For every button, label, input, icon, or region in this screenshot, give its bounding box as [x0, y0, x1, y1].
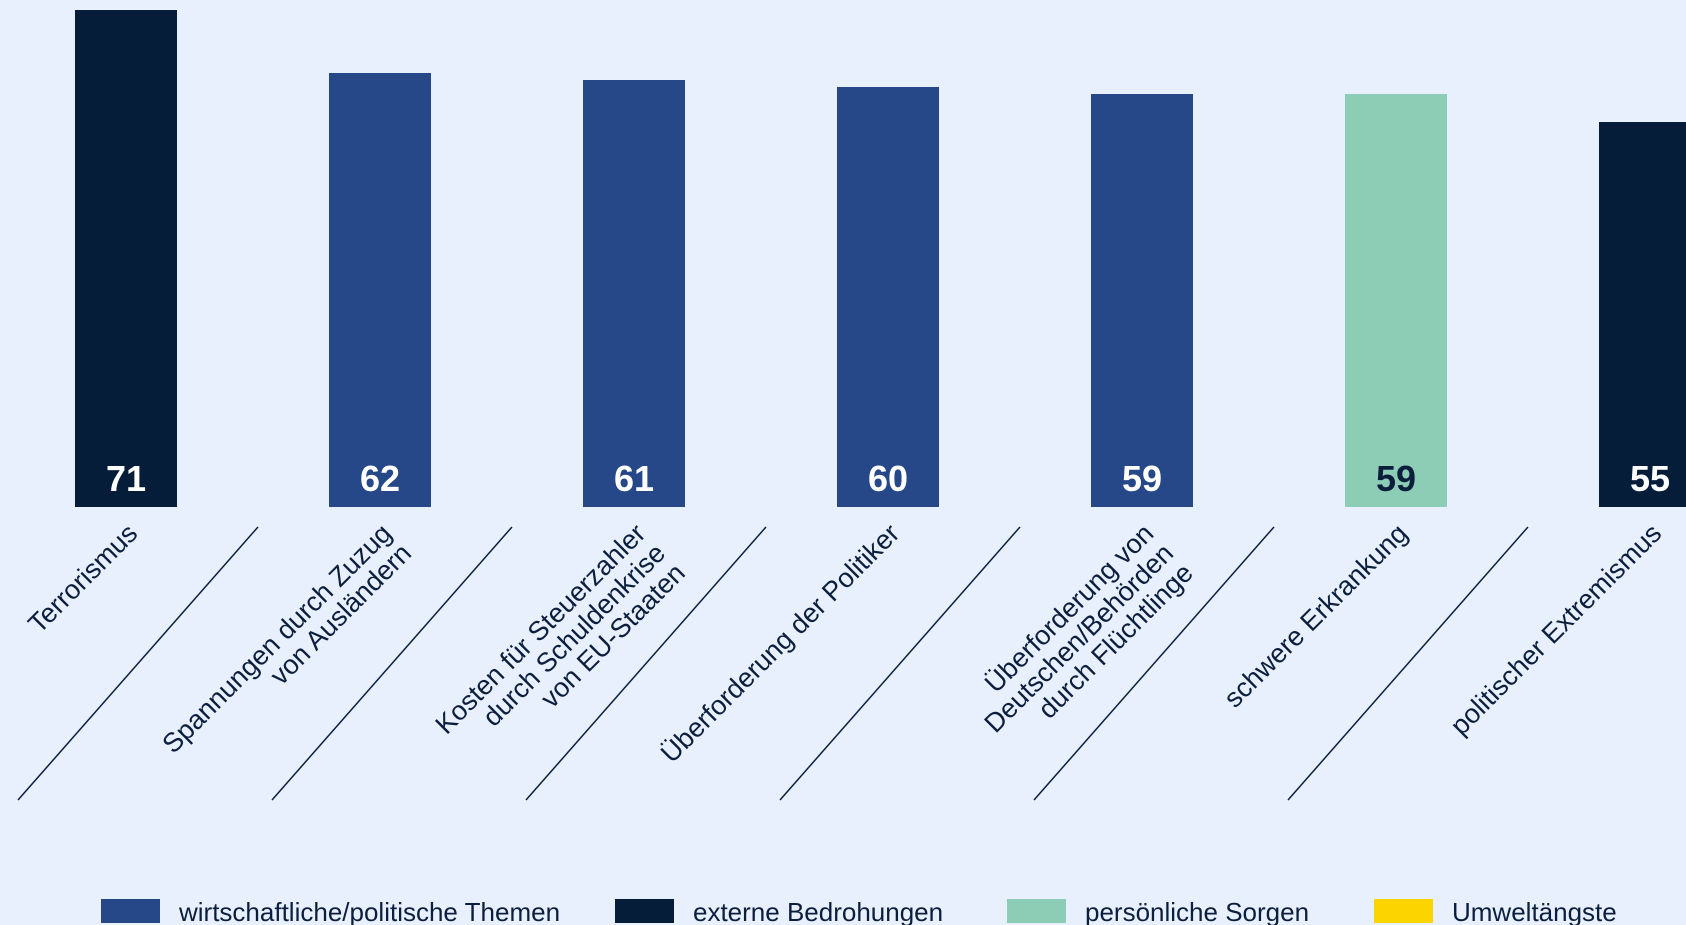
- data-label: 61: [614, 458, 654, 499]
- category-label: politischer Extremismus: [1445, 518, 1668, 741]
- separator-line: [779, 526, 1021, 801]
- legend-swatch: [1374, 899, 1433, 923]
- legend-label: Umweltängste: [1452, 897, 1617, 925]
- legend-label: persönliche Sorgen: [1085, 897, 1309, 925]
- data-label: 60: [868, 458, 908, 499]
- separator-line: [525, 526, 767, 801]
- data-label: 55: [1630, 458, 1670, 499]
- data-label: 59: [1376, 458, 1416, 499]
- bar: [329, 73, 431, 507]
- bar: [1091, 94, 1193, 507]
- category-label: Terrorismus: [22, 518, 143, 639]
- data-label: 59: [1122, 458, 1162, 499]
- tick-label: Terrorismus: [22, 518, 143, 639]
- legend-swatch: [101, 899, 160, 923]
- category-label: Überforderung der Politiker: [655, 518, 905, 768]
- legend-label: wirtschaftliche/politische Themen: [178, 897, 560, 925]
- tick-label: durch Schuldenkrise: [477, 538, 671, 732]
- bar: [583, 80, 685, 507]
- bar: [1599, 122, 1686, 507]
- data-label: 62: [360, 458, 400, 499]
- category-label: schwere Erkrankung: [1218, 518, 1413, 713]
- bars-layer: 71 62 61 60 59 59 55: [75, 10, 1686, 507]
- separator-line: [1033, 526, 1275, 801]
- tick-label: politischer Extremismus: [1445, 518, 1668, 741]
- legend-swatch: [1007, 899, 1066, 923]
- tick-label: schwere Erkrankung: [1218, 518, 1413, 713]
- data-label: 71: [106, 458, 146, 499]
- legend-swatch: [615, 899, 674, 923]
- bar: [837, 87, 939, 507]
- bar: [75, 10, 177, 507]
- separator-line: [271, 526, 513, 801]
- separators-layer: [17, 526, 1529, 801]
- tick-label: Überforderung der Politiker: [655, 518, 905, 768]
- tick-label: Deutschen/Behörden: [979, 538, 1180, 739]
- category-label: Überforderung vonDeutschen/Behördendurch…: [979, 518, 1199, 739]
- bar: [1345, 94, 1447, 507]
- tick-label: Spannungen durch Zuzug: [156, 518, 397, 759]
- separator-line: [17, 526, 259, 801]
- legend: wirtschaftliche/politische Themen externe…: [101, 897, 1617, 925]
- separator-line: [1287, 526, 1529, 801]
- legend-label: externe Bedrohungen: [693, 897, 943, 925]
